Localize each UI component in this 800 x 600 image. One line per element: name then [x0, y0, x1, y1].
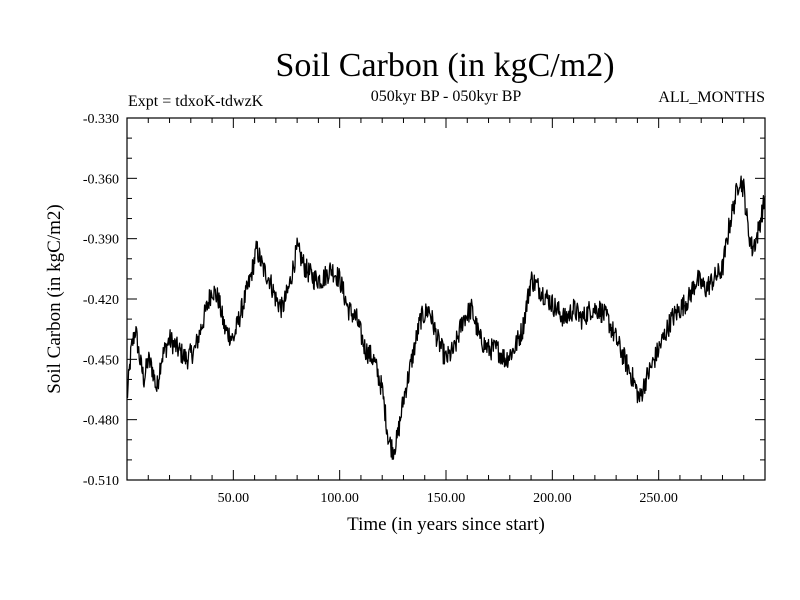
x-tick-label: 150.00: [427, 491, 466, 506]
x-tick-label: 50.00: [218, 491, 250, 506]
y-axis-label: Soil Carbon (in kgC/m2): [44, 204, 65, 393]
x-tick-label: 100.00: [320, 491, 359, 506]
chart-subtitle: 050kyr BP - 050kyr BP: [371, 88, 522, 105]
experiment-label: Expt = tdxoK-tdwzK: [128, 93, 264, 110]
x-tick-label: 250.00: [639, 491, 678, 506]
y-tick-label: -0.330: [83, 112, 119, 127]
plot-frame: [126, 117, 766, 481]
y-tick-label: -0.510: [83, 474, 119, 489]
y-axis-ticks: -0.330 -0.360 -0.390 -0.420 -0.450 -0.480 -0.5…: [83, 112, 765, 489]
chart-title: Soil Carbon (in kgC/m2): [275, 47, 614, 84]
x-tick-label: 200.00: [533, 491, 572, 506]
x-axis-ticks: 50.00 100.00 150.00 200.00 250.00: [147, 118, 745, 506]
series-group: [126, 175, 766, 460]
y-tick-label: -0.450: [83, 353, 119, 368]
y-tick-label: -0.390: [83, 233, 119, 248]
y-tick-label: -0.480: [83, 414, 119, 429]
x-axis-label: Time (in years since start): [347, 514, 545, 535]
period-label: ALL_MONTHS: [658, 89, 765, 106]
y-tick-label: -0.360: [83, 172, 119, 187]
y-tick-label: -0.420: [83, 293, 119, 308]
series-line: [126, 175, 766, 460]
